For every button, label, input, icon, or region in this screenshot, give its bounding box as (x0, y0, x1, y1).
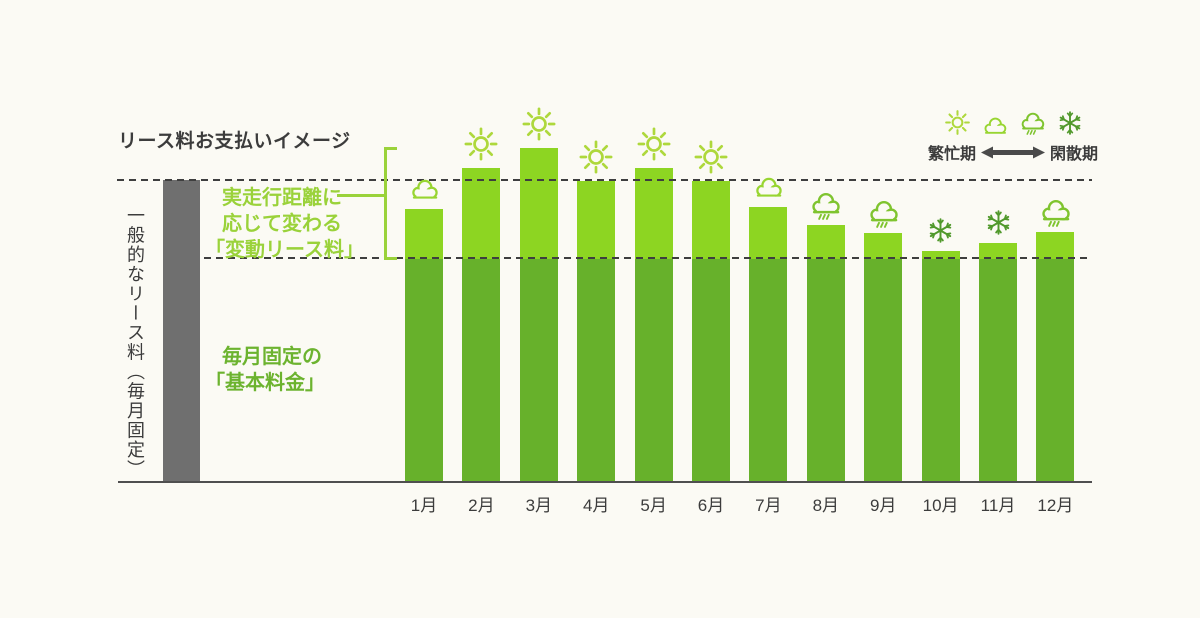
bar-base-7月 (749, 259, 788, 483)
sun-icon (944, 110, 970, 135)
bar-base-1月 (405, 259, 443, 483)
month-label-4月: 4月 (582, 496, 610, 515)
snowflake-icon (929, 218, 952, 243)
bar-base-11月 (979, 259, 1017, 483)
bar-base-2月 (462, 259, 501, 483)
legend-sun-icon (944, 109, 971, 136)
variable-fee-line-3: 「変動リース料」 (205, 239, 364, 261)
bar-base-3月 (519, 259, 558, 483)
variable-range-bracket-top-tick (384, 147, 397, 150)
variable-range-bracket-bottom-tick (384, 257, 397, 260)
bar-variable-3月 (519, 148, 558, 259)
bar-variable-8月 (806, 225, 845, 259)
month-label-5月: 5月 (640, 496, 667, 515)
month-label-8月: 8月 (812, 496, 840, 515)
month-label-2月: 2月 (468, 496, 495, 515)
month-label-1月: 1月 (410, 496, 438, 515)
chart-title: リース料お支払いイメージ (118, 131, 351, 152)
cloud-icon (756, 177, 782, 197)
bar-variable-10月 (921, 251, 960, 259)
weather-icon-7月 (753, 175, 784, 199)
bar-base-8月 (806, 259, 845, 483)
reference-bar-general-lease (163, 180, 200, 483)
sun-icon (522, 107, 556, 141)
month-label-6月: 6月 (697, 496, 725, 515)
cloud-icon (984, 117, 1006, 134)
y-axis-label: 一般的なリース料（毎月固定） (125, 206, 145, 479)
variable-fee-annotation: 実走行距離に 応じて変わる 「変動リース料」 (205, 185, 364, 263)
sun-icon (694, 140, 728, 174)
sun-icon (637, 127, 671, 161)
rain-cloud-icon (870, 201, 898, 228)
variable-annotation-connector (337, 194, 384, 197)
base-fee-line-2: 「基本料金」 (205, 372, 325, 394)
sun-icon (464, 127, 498, 161)
dashed-line-base-level (204, 257, 1092, 259)
weather-icon-2月 (463, 126, 499, 162)
bar-base-12月 (1036, 259, 1075, 483)
base-fee-annotation: 毎月固定の 「基本料金」 (205, 344, 325, 396)
month-label-12月: 12月 (1037, 496, 1074, 515)
x-axis-line (118, 481, 1092, 483)
weather-icon-11月 (985, 209, 1012, 236)
bar-variable-7月 (749, 207, 788, 259)
variable-fee-line-2: 応じて変わる (222, 213, 342, 235)
bar-variable-6月 (692, 181, 730, 259)
legend-rain-icon (1019, 110, 1046, 136)
month-label-11月: 11月 (980, 496, 1016, 515)
bar-variable-5月 (634, 168, 673, 259)
base-fee-line-1: 毎月固定の (222, 346, 322, 368)
rain-cloud-icon (812, 193, 841, 220)
weather-icon-9月 (867, 198, 900, 229)
off-season-label: 閑散期 (1050, 146, 1099, 163)
weather-icon-4月 (578, 139, 614, 175)
weather-icon-8月 (809, 190, 842, 221)
bar-base-6月 (692, 259, 730, 483)
legend-cloud-icon (982, 115, 1008, 136)
variable-fee-line-1: 実走行距離に (222, 187, 342, 209)
busy-season-label: 繁忙期 (927, 146, 976, 163)
month-label-3月: 3月 (525, 496, 553, 515)
bar-base-9月 (864, 259, 903, 483)
weather-icon-1月 (409, 177, 440, 201)
bar-variable-9月 (864, 233, 903, 259)
dashed-line-peak-level (117, 179, 1092, 181)
weather-icon-3月 (521, 106, 557, 142)
bar-variable-1月 (405, 209, 443, 259)
snowflake-icon (1059, 111, 1080, 135)
bar-variable-4月 (577, 181, 616, 259)
bar-variable-11月 (979, 243, 1017, 259)
bar-variable-2月 (462, 168, 501, 259)
season-range-arrow-icon (981, 146, 1045, 158)
weather-icon-10月 (927, 217, 954, 244)
snowflake-icon (987, 210, 1009, 235)
bar-variable-12月 (1036, 232, 1075, 259)
month-label-10月: 10月 (922, 496, 959, 515)
season-legend: 繁忙期 閑散期 (920, 106, 1106, 164)
bar-base-4月 (577, 259, 616, 483)
weather-icon-12月 (1039, 197, 1072, 228)
bar-base-5月 (634, 259, 673, 483)
sun-icon (579, 140, 613, 174)
bar-base-10月 (921, 259, 960, 483)
weather-icon-5月 (636, 126, 672, 162)
legend-snow-icon (1057, 110, 1083, 136)
variable-range-bracket (384, 147, 387, 260)
season-legend-labels: 繁忙期 閑散期 (920, 140, 1106, 164)
month-label-9月: 9月 (869, 496, 897, 515)
month-label-7月: 7月 (755, 496, 782, 515)
rain-cloud-icon (1042, 200, 1070, 227)
rain-cloud-icon (1021, 112, 1044, 135)
cloud-icon (411, 179, 438, 199)
season-legend-icons (920, 106, 1106, 136)
weather-icon-6月 (693, 139, 729, 175)
